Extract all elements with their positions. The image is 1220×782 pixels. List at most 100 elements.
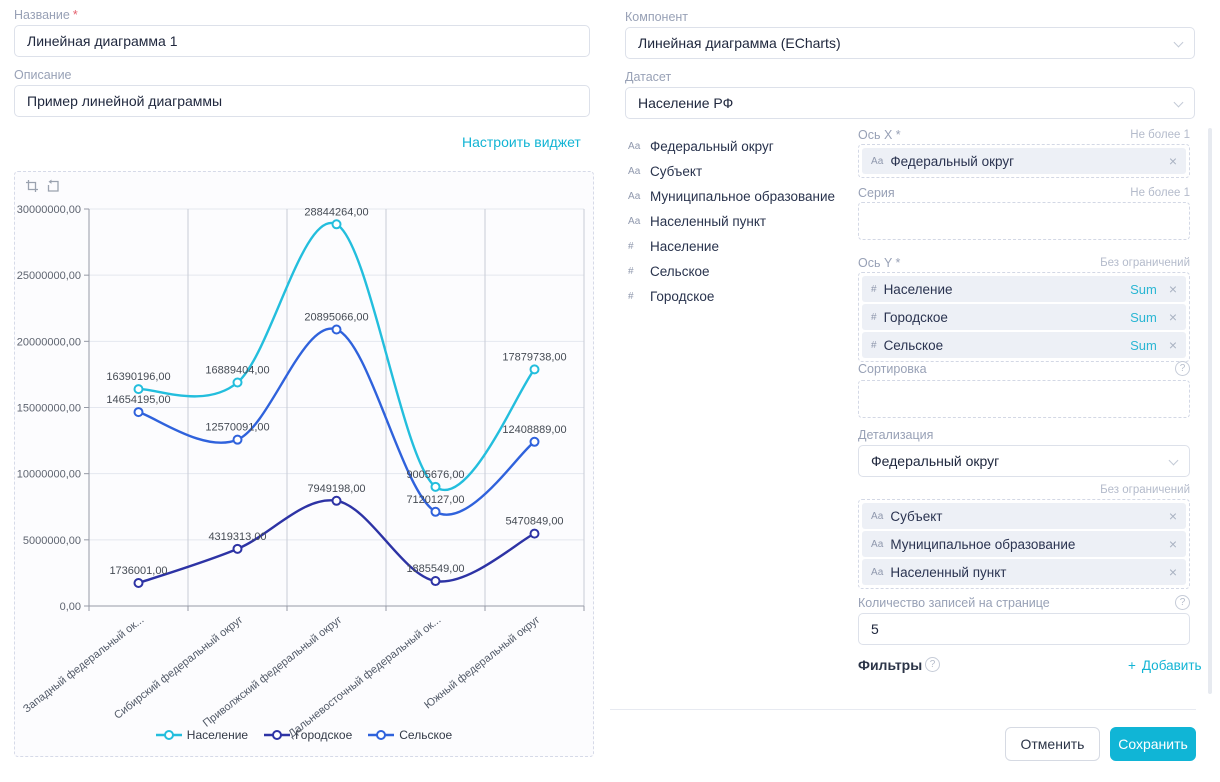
- series-limit-hint: Не более 1: [1130, 187, 1190, 199]
- y-axis-dropzone[interactable]: # Население Sum × # Городское Sum × # Се…: [858, 272, 1190, 362]
- svg-text:16889404,00: 16889404,00: [205, 364, 269, 376]
- chart-legend: Население Городское Сельское: [15, 728, 593, 742]
- aggregation-label[interactable]: Sum: [1130, 281, 1157, 297]
- field-name: Субъект: [650, 164, 703, 179]
- component-select[interactable]: Линейная диаграмма (ECharts): [625, 27, 1195, 59]
- chart-widget-preview: 0,00 5000000,00 10000000,00 15000000,00 2000…: [14, 171, 594, 757]
- field-type-label: Аа: [871, 155, 884, 167]
- svg-text:7120127,00: 7120127,00: [406, 494, 464, 506]
- field-type-label: #: [628, 266, 634, 277]
- x-axis-chip[interactable]: Аа Федеральный округ ×: [862, 148, 1186, 174]
- name-input[interactable]: [14, 25, 590, 57]
- field-type-label: Аа: [871, 566, 884, 578]
- detail-chip-subekt[interactable]: Аа Субъект ×: [862, 503, 1186, 529]
- aggregation-label[interactable]: Sum: [1130, 309, 1157, 325]
- component-label: Компонент: [625, 10, 689, 24]
- cancel-button[interactable]: Отменить: [1005, 727, 1100, 761]
- legend-item-naselenie[interactable]: Население: [155, 728, 249, 742]
- chevron-down-icon: [1173, 37, 1184, 48]
- field-type-label: Аа: [871, 510, 884, 522]
- plus-icon: +: [1128, 658, 1136, 673]
- help-icon[interactable]: ?: [1175, 595, 1190, 610]
- help-icon[interactable]: ?: [1175, 361, 1190, 376]
- remove-icon[interactable]: ×: [1168, 309, 1177, 325]
- zoom-select-icon[interactable]: [25, 179, 39, 193]
- aggregation-label[interactable]: Sum: [1130, 337, 1157, 353]
- help-icon[interactable]: ?: [925, 657, 940, 672]
- remove-icon[interactable]: ×: [1168, 564, 1177, 580]
- scrollbar[interactable]: [1208, 128, 1212, 694]
- legend-label: Городское: [295, 728, 353, 742]
- legend-item-gorodskoe[interactable]: Городское: [264, 728, 352, 742]
- name-label: Название *: [14, 8, 78, 22]
- x-axis-dropzone[interactable]: Аа Федеральный округ ×: [858, 144, 1190, 178]
- zoom-restore-icon[interactable]: [46, 179, 60, 193]
- detail-label: Детализация: [858, 428, 934, 442]
- required-mark: *: [72, 8, 78, 22]
- svg-text:0,00: 0,00: [60, 601, 81, 613]
- remove-icon[interactable]: ×: [1168, 153, 1177, 169]
- dataset-field-subekt[interactable]: Аа Субъект: [628, 159, 835, 184]
- x-axis-label: Ось X *: [858, 128, 901, 142]
- dataset-field-federalny-okrug[interactable]: Аа Федеральный округ: [628, 134, 835, 159]
- svg-text:15000000,00: 15000000,00: [17, 403, 81, 415]
- y-axis-chip-gorodskoe[interactable]: # Городское Sum ×: [862, 304, 1186, 330]
- dataset-field-municipalnoe[interactable]: Аа Муниципальное образование: [628, 184, 835, 209]
- detail-select[interactable]: Федеральный округ: [858, 445, 1190, 477]
- dataset-select[interactable]: Население РФ: [625, 87, 1195, 119]
- y-axis-label: Ось Y *: [858, 256, 901, 270]
- sorting-label: Сортировка: [858, 362, 927, 376]
- svg-text:20000000,00: 20000000,00: [17, 336, 81, 348]
- svg-text:20895066,00: 20895066,00: [304, 311, 368, 323]
- dataset-field-naselenie[interactable]: # Население: [628, 234, 835, 259]
- series-dropzone[interactable]: [858, 202, 1190, 240]
- remove-icon[interactable]: ×: [1168, 508, 1177, 524]
- detail-chip-municipalnoe[interactable]: Аа Муниципальное образование ×: [862, 531, 1186, 557]
- svg-text:1885549,00: 1885549,00: [406, 563, 464, 575]
- footer-divider: [610, 709, 1196, 710]
- field-name: Федеральный округ: [650, 139, 774, 154]
- field-type-label: #: [871, 339, 877, 351]
- description-input[interactable]: [14, 85, 590, 117]
- y-axis-chip-naselenie[interactable]: # Население Sum ×: [862, 276, 1186, 302]
- detail-chip-naselenny-punkt[interactable]: Аа Населенный пункт ×: [862, 559, 1186, 585]
- remove-icon[interactable]: ×: [1168, 337, 1177, 353]
- field-name: Муниципальное образование: [650, 189, 836, 204]
- legend-marker-icon: [368, 730, 395, 740]
- configure-widget-link[interactable]: Настроить виджет: [462, 134, 581, 150]
- legend-label: Население: [186, 728, 249, 742]
- field-type-label: Аа: [628, 166, 641, 177]
- svg-text:30000000,00: 30000000,00: [17, 204, 81, 216]
- field-name: Сельское: [650, 264, 710, 279]
- page-size-input[interactable]: [858, 613, 1190, 645]
- detail-dropzone[interactable]: Аа Субъект × Аа Муниципальное образовани…: [858, 499, 1190, 589]
- svg-text:7949198,00: 7949198,00: [307, 483, 365, 495]
- field-name: Населенный пункт: [650, 214, 767, 229]
- svg-text:5000000,00: 5000000,00: [23, 535, 81, 547]
- remove-icon[interactable]: ×: [1168, 536, 1177, 552]
- dataset-field-selskoe[interactable]: # Сельское: [628, 259, 835, 284]
- legend-marker-icon: [155, 730, 182, 740]
- sorting-dropzone[interactable]: [858, 380, 1190, 418]
- chevron-down-icon: [1168, 455, 1179, 466]
- legend-item-selskoe[interactable]: Сельское: [368, 728, 452, 742]
- y-axis-limit-hint: Без ограничений: [1100, 257, 1190, 269]
- y-axis-chip-selskoe[interactable]: # Сельское Sum ×: [862, 332, 1186, 358]
- chevron-down-icon: [1173, 97, 1184, 108]
- svg-text:25000000,00: 25000000,00: [17, 270, 81, 282]
- chip-label: Население: [883, 281, 953, 297]
- field-type-label: Аа: [628, 191, 641, 202]
- field-name: Городское: [650, 289, 715, 304]
- field-type-label: #: [628, 241, 634, 252]
- dataset-value: Население РФ: [638, 95, 734, 111]
- add-filter-link[interactable]: + Добавить: [1128, 658, 1202, 673]
- save-button[interactable]: Сохранить: [1110, 727, 1196, 761]
- description-label: Описание: [14, 68, 72, 82]
- svg-text:10000000,00: 10000000,00: [17, 469, 81, 481]
- line-chart: 0,00 5000000,00 10000000,00 15000000,00 2000…: [17, 204, 585, 740]
- dataset-field-gorodskoe[interactable]: # Городское: [628, 284, 835, 309]
- svg-text:9005676,00: 9005676,00: [406, 469, 464, 481]
- remove-icon[interactable]: ×: [1168, 281, 1177, 297]
- dataset-field-naselenny-punkt[interactable]: Аа Населенный пункт: [628, 209, 835, 234]
- field-type-label: Аа: [628, 141, 641, 152]
